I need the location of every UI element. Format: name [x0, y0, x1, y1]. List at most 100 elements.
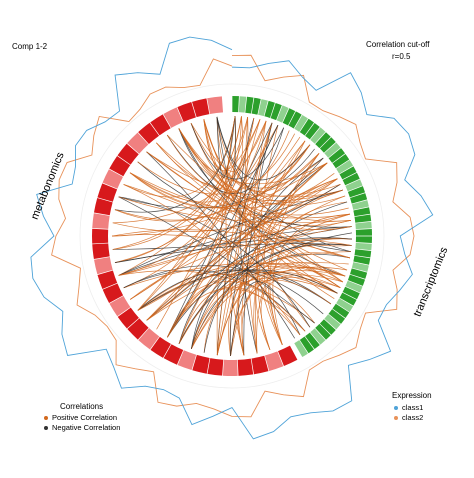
positive-correlation-link [146, 136, 301, 321]
positive-swatch [44, 416, 48, 421]
negative-label: Negative Correlation [52, 423, 121, 432]
transcriptomics-feature-segment [355, 242, 372, 251]
legend-class1: class1 [394, 403, 423, 412]
metabonomics-feature-segment [264, 351, 284, 371]
positive-correlation-link [129, 120, 267, 300]
positive-correlation-link [137, 133, 296, 195]
positive-correlation-link [241, 277, 341, 356]
expression-lines [30, 36, 434, 440]
metabonomics-feature-segment [117, 143, 139, 165]
transcriptomics-feature-segment [264, 100, 275, 118]
metabonomics-feature-segment [97, 270, 118, 289]
negative-correlation-link [216, 116, 236, 187]
transcriptomics-feature-segment [238, 96, 247, 113]
transcriptomics-feature-segment [336, 298, 354, 312]
metabonomics-feature-segment [192, 98, 210, 118]
transcriptomics-feature-segment [351, 200, 369, 210]
positive-correlation-link [167, 237, 352, 338]
transcriptomics-feature-segment [324, 142, 341, 158]
transcriptomics-feature-segment [332, 303, 350, 318]
transcriptomics-feature-segment [288, 111, 302, 129]
positive-correlation-link [118, 213, 351, 276]
metabonomics-feature-segment [237, 358, 254, 376]
transcriptomics-feature-segment [310, 127, 326, 144]
positive-correlation-link [123, 115, 236, 198]
transcriptomics-feature-segment [305, 122, 320, 140]
feature-ring [79, 83, 385, 389]
positive-correlation-link [146, 178, 338, 321]
metabonomics-feature-segment [138, 122, 160, 144]
positive-correlation-link [137, 274, 315, 324]
expression-legend-title: Expression [392, 391, 432, 400]
positive-correlation-link [156, 142, 344, 283]
negative-correlation-link [190, 270, 332, 349]
transcriptomics-feature-segment [276, 105, 289, 123]
positive-correlation-link [118, 196, 352, 224]
metabonomics-feature-segment [93, 198, 113, 216]
transcriptomics-feature-segment [319, 319, 336, 335]
class1-label: class1 [402, 403, 424, 412]
metabonomics-feature-segment [163, 344, 184, 365]
transcriptomics-feature-segment [339, 292, 357, 306]
positive-correlation-link [238, 189, 343, 356]
positive-correlation-link [216, 119, 261, 356]
transcriptomics-feature-segment [354, 214, 372, 223]
positive-correlation-link [137, 140, 306, 311]
positive-correlation-link [118, 178, 338, 276]
transcriptomics-feature-segment [299, 118, 314, 136]
transcriptomics-feature-segment [305, 332, 320, 350]
metabonomics-feature-segment [117, 307, 139, 329]
transcriptomics-feature-segment [339, 166, 357, 180]
cutoff-value: r=0.5 [392, 52, 411, 61]
transcriptomics-feature-segment [355, 229, 372, 236]
positive-correlation-link [269, 153, 320, 346]
metabonomics-feature-segment [177, 350, 197, 371]
positive-correlation-link [112, 120, 267, 224]
negative-correlation-link [216, 116, 311, 181]
transcriptomics-feature-segment [328, 309, 346, 324]
transcriptomics-feature-segment [347, 274, 366, 286]
transcriptomics-feature-segment [310, 328, 326, 345]
metabonomics-feature-segment [277, 345, 298, 367]
positive-correlation-link [256, 238, 352, 354]
metabonomics-feature-segment [102, 169, 124, 189]
negative-swatch [44, 426, 48, 431]
correlations-legend-title: Correlations [60, 402, 104, 411]
positive-correlation-link [178, 128, 352, 222]
metabonomics-feature-segment [109, 155, 131, 177]
class1-swatch [394, 406, 398, 411]
positive-correlation-link [178, 128, 351, 259]
positive-correlation-link [146, 151, 341, 197]
negative-correlation-link [178, 237, 352, 344]
positive-correlation-link [190, 270, 346, 350]
transcriptomics-feature-segment [353, 255, 371, 265]
positive-correlation-link [129, 144, 311, 209]
positive-correlation-link [111, 234, 341, 288]
negative-correlation-link [190, 123, 284, 180]
metabonomics-feature-segment [94, 257, 113, 275]
negative-correlation-link [123, 265, 324, 315]
transcriptomics-feature-segment [315, 132, 331, 149]
metabonomics-feature-segment [207, 358, 224, 376]
positive-correlation-link [254, 125, 279, 354]
metabonomics-feature-segment [102, 283, 124, 304]
positive-correlation-link [190, 123, 343, 198]
positive-correlation-link [216, 279, 332, 356]
transcriptomics-feature-segment [324, 314, 341, 330]
transcriptomics-feature-segment [332, 154, 350, 169]
transcriptomics-feature-segment [245, 96, 254, 114]
negative-correlation-link [230, 281, 301, 357]
positive-correlation-link [156, 120, 267, 330]
transcriptomics-feature-segment [232, 96, 239, 113]
transcriptomics-feature-segment [319, 137, 336, 153]
metabonomics-feature-segment [163, 107, 184, 128]
transcriptomics-feature-segment [354, 249, 372, 258]
negative-correlation-link [167, 124, 279, 338]
metabonomics-feature-segment [150, 114, 171, 136]
transcriptomics-feature-segment [345, 280, 363, 293]
positive-correlation-link [137, 119, 261, 311]
metabonomics-feature-segment [251, 355, 269, 375]
transcriptomics-feature-segment [350, 268, 368, 279]
